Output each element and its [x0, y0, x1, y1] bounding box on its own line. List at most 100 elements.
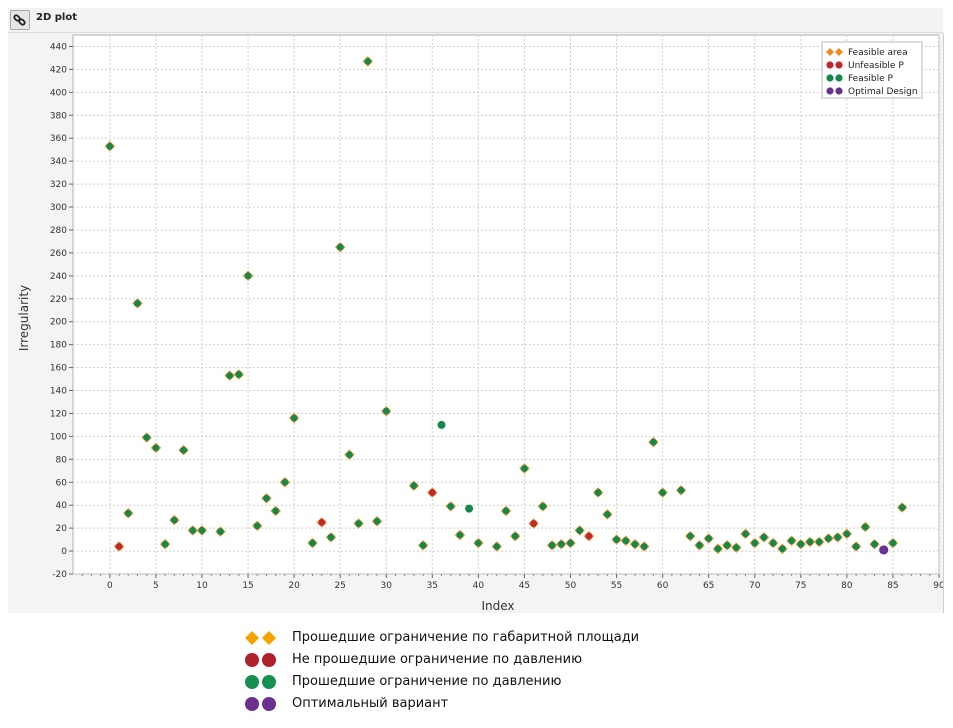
x-tick-label: 75 [795, 581, 806, 591]
feasible-point [778, 545, 786, 553]
x-tick-label: 30 [381, 581, 393, 591]
x-tick-label: 85 [887, 581, 898, 591]
x-tick-label: 70 [749, 581, 761, 591]
feasible-point [198, 527, 206, 534]
feasible-point [143, 434, 151, 441]
x-tick-label: 20 [288, 581, 300, 591]
feasible-point [272, 507, 280, 515]
feasible-point [521, 465, 528, 472]
y-tick-label: 220 [50, 295, 67, 305]
feasible-point [889, 539, 897, 547]
plot-title: 2D plot [36, 12, 77, 23]
feasible-point [797, 540, 805, 548]
feasible-point [336, 243, 344, 251]
feasible-point [474, 539, 482, 547]
feasible-point [576, 527, 584, 534]
y-tick-label: 400 [50, 88, 67, 98]
x-tick-label: 55 [611, 581, 622, 591]
y-tick-label: 80 [56, 455, 68, 465]
feasible-point [843, 530, 851, 538]
feasible-point [263, 494, 270, 502]
marker-shape [262, 631, 276, 645]
legend-marker [835, 74, 843, 82]
feasible-p-point [437, 420, 446, 429]
annotation-legend-label: Прошедшие ограничение по габаритной площ… [292, 630, 640, 645]
circle-marker-icon [245, 675, 276, 689]
y-tick-label: 240 [50, 272, 67, 282]
y-tick-label: 380 [50, 111, 67, 121]
feasible-point [742, 530, 749, 538]
feasible-point [631, 540, 639, 548]
y-tick-label: -20 [52, 570, 67, 580]
feasible-point [659, 489, 667, 496]
feasible-point [834, 533, 842, 541]
feasible-point [419, 541, 427, 549]
legend-marker [826, 48, 834, 56]
feasible-point [622, 537, 630, 545]
feasible-point [548, 541, 556, 549]
feasible-point [327, 533, 335, 541]
feasible-point [290, 414, 298, 422]
unfeasible-point [530, 520, 538, 527]
feasible-point [456, 531, 464, 539]
x-tick-label: 25 [334, 581, 345, 591]
feasible-point [493, 543, 501, 550]
feasible-point [825, 535, 832, 542]
feasible-point [852, 543, 860, 550]
axes: 0 5 10 15 20 25 30 35 40 45 50 55 60 65 70 75 80 85 90 -20 0… [50, 42, 943, 591]
feasible-point [861, 523, 869, 531]
y-tick-label: 300 [50, 203, 67, 213]
annotation-legend-label: Не прошедшие ограничение по давлению [292, 652, 583, 667]
marker-shape [262, 675, 276, 689]
feasible-point [161, 540, 169, 548]
y-tick-label: 40 [56, 501, 68, 511]
unfeasible-point [318, 518, 326, 526]
feasible-point [410, 482, 418, 490]
feasible-point [714, 545, 722, 553]
feasible-point [806, 538, 814, 546]
x-tick-label: 0 [107, 581, 113, 591]
grid [73, 35, 940, 575]
plot-area [72, 34, 940, 575]
x-tick-label: 45 [519, 581, 530, 591]
feasible-point [898, 504, 906, 511]
plot-panel: 0 5 10 15 20 25 30 35 40 45 50 55 60 65 70 75 80 85 90 -20 0… [8, 33, 944, 613]
feasible-point [751, 539, 759, 547]
y-tick-label: 260 [50, 249, 67, 259]
feasible-point [180, 446, 187, 454]
feasible-point [134, 299, 141, 307]
feasible-point [152, 444, 160, 452]
diamond-marker-icon [245, 631, 276, 645]
feasible-point [760, 533, 768, 541]
feasible-point [253, 522, 261, 530]
y-axis-label: Irregularity [17, 285, 31, 351]
feasible-point [788, 537, 795, 545]
feasible-point [382, 407, 390, 415]
y-tick-label: 180 [50, 341, 67, 351]
feasible-point [567, 539, 574, 547]
annotation-legend-label: Оптимальный вариант [292, 696, 449, 711]
y-tick-label: 280 [50, 226, 67, 236]
link-button[interactable] [10, 10, 30, 30]
legend-marker [826, 87, 834, 95]
feasible-point [677, 486, 685, 494]
annotation-legend-label: Прошедшие ограничение по давлению [292, 674, 562, 689]
x-tick-label: 65 [703, 581, 714, 591]
x-tick-label: 80 [841, 581, 853, 591]
x-tick-label: 35 [427, 581, 438, 591]
feasible-point [124, 509, 132, 517]
y-tick-label: 320 [50, 180, 67, 190]
feasible-point [705, 535, 713, 542]
annotation-legend-row: Прошедшие ограничение по давлению [240, 672, 740, 694]
x-tick-label: 10 [196, 581, 208, 591]
feasible-point [723, 541, 731, 549]
feasible-point [364, 57, 372, 65]
unfeasible-point [585, 532, 593, 540]
y-tick-label: 140 [50, 387, 67, 397]
marker-shape [245, 697, 259, 711]
marker-shape [262, 653, 276, 667]
feasible-point [226, 372, 234, 380]
y-tick-label: 20 [56, 524, 68, 534]
feasible-point [603, 510, 611, 518]
y-tick-label: 0 [61, 547, 67, 557]
